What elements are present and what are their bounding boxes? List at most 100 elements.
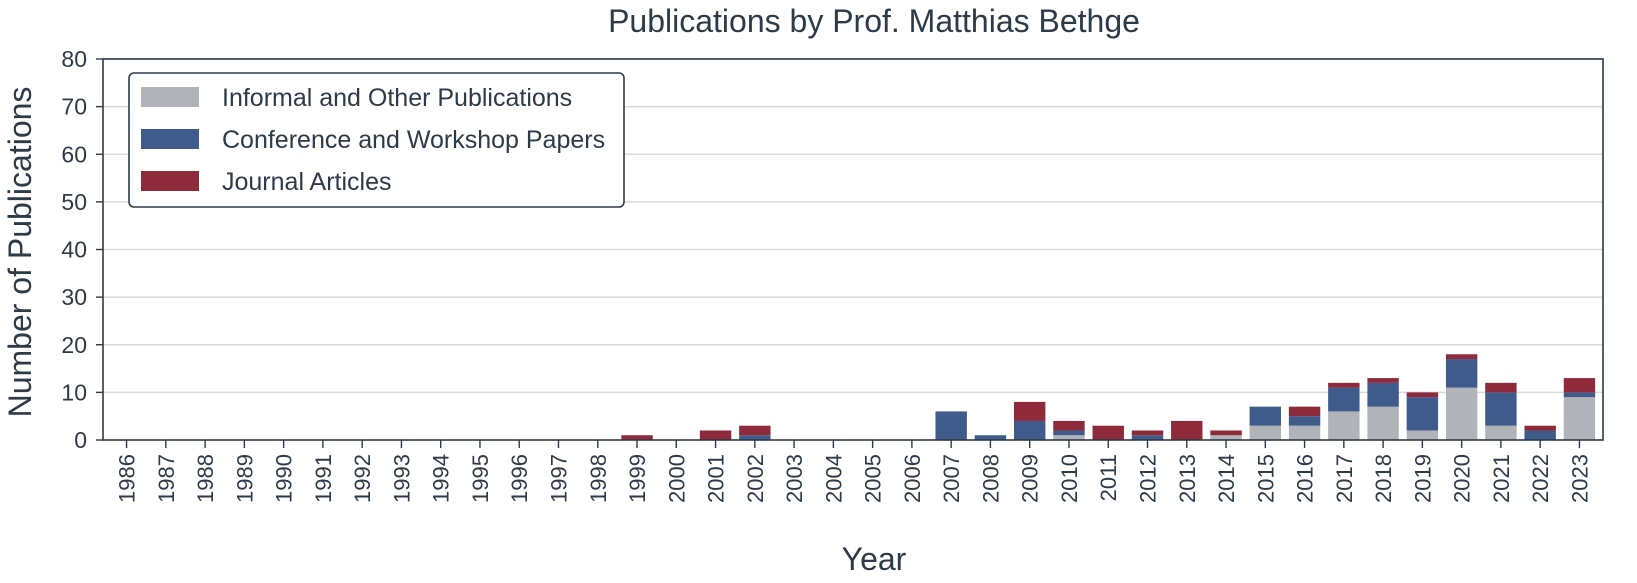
y-tick-label: 60 <box>61 141 87 167</box>
bar-segment <box>1288 406 1321 417</box>
x-tick-label: 2006 <box>900 454 925 503</box>
bar-segment <box>739 425 771 436</box>
bar-segment <box>1328 387 1360 412</box>
y-axis-label: Number of Publications <box>2 87 38 418</box>
legend-swatch <box>141 129 199 149</box>
bar-segment <box>1053 435 1085 440</box>
x-tick-label: 2018 <box>1371 454 1396 503</box>
x-axis-label: Year <box>842 541 907 577</box>
bar-segment <box>1524 430 1556 440</box>
legend-swatch <box>141 171 199 191</box>
y-tick-label: 50 <box>61 189 87 215</box>
bar-segment <box>1288 425 1321 440</box>
bar-segment <box>1131 430 1164 436</box>
bar-segment <box>1406 430 1439 440</box>
x-tick-label: 2020 <box>1450 454 1475 503</box>
x-tick-label: 2002 <box>743 454 768 503</box>
x-tick-label: 2000 <box>664 454 689 503</box>
x-tick-label: 1990 <box>272 454 297 503</box>
legend-label: Informal and Other Publications <box>222 84 572 112</box>
bar-segment <box>1563 397 1596 440</box>
x-tick-label: 2003 <box>782 454 807 503</box>
x-tick-label: 1998 <box>586 454 611 503</box>
y-tick-label: 80 <box>61 46 87 72</box>
bar-segment <box>739 435 771 440</box>
x-tick-label: 1991 <box>311 454 336 503</box>
bar-segment <box>621 435 653 440</box>
x-tick-label: 2015 <box>1253 454 1278 503</box>
bar-segment <box>1485 392 1517 426</box>
x-tick-label: 1989 <box>232 454 257 503</box>
y-tick-label: 0 <box>74 427 87 453</box>
x-tick-label: 2001 <box>704 454 729 503</box>
x-tick-label: 2012 <box>1136 454 1161 503</box>
bar-segment <box>1013 420 1046 440</box>
bar-segment <box>935 411 967 440</box>
bar-segment <box>1445 354 1478 360</box>
bar-segment <box>1367 382 1399 407</box>
y-tick-label: 30 <box>61 284 87 310</box>
bar-segment <box>1406 397 1439 431</box>
x-tick-label: 1997 <box>546 454 571 503</box>
x-tick-label: 2022 <box>1528 454 1553 503</box>
bar-segment <box>974 435 1007 440</box>
bar-segment <box>1563 378 1596 393</box>
y-tick-label: 20 <box>61 332 87 358</box>
x-tick-label: 2023 <box>1567 454 1592 503</box>
bars <box>621 354 1596 440</box>
bar-segment <box>1249 406 1282 426</box>
x-tick-label: 1993 <box>389 454 414 503</box>
bar-segment <box>1367 378 1399 383</box>
x-tick-label: 1996 <box>507 454 532 503</box>
x-tick-label: 2011 <box>1096 454 1121 501</box>
bar-segment <box>1131 435 1164 440</box>
x-tick-label: 2004 <box>821 454 846 503</box>
bar-segment <box>699 430 732 440</box>
chart-title: Publications by Prof. Matthias Bethge <box>608 3 1140 39</box>
x-tick-label: 1986 <box>115 454 140 503</box>
x-tick-label: 1987 <box>154 454 179 503</box>
bar-segment <box>1328 382 1360 388</box>
legend-label: Conference and Workshop Papers <box>222 126 605 154</box>
x-tick-label: 1992 <box>350 454 375 503</box>
x-tick-label: 2013 <box>1175 454 1200 503</box>
x-tick-label: 2014 <box>1214 454 1239 503</box>
bar-segment <box>1445 359 1478 388</box>
legend-box <box>128 72 625 208</box>
bar-segment <box>1249 425 1282 440</box>
bar-segment <box>1288 416 1321 426</box>
bar-segment <box>1524 425 1556 431</box>
x-tick-label: 2007 <box>939 454 964 503</box>
bar-segment <box>1445 387 1478 440</box>
bar-segment <box>1485 382 1517 393</box>
x-tick-label: 1995 <box>468 454 493 503</box>
bar-segment <box>1406 392 1439 398</box>
legend: Informal and Other Publications Conferenc… <box>128 72 625 208</box>
x-tick-label: 1988 <box>193 454 218 503</box>
bar-segment <box>1328 411 1360 440</box>
bar-segment <box>1367 406 1399 440</box>
x-tick-label: 2009 <box>1018 454 1043 503</box>
bar-segment <box>1171 420 1203 440</box>
x-tick-label: 1994 <box>429 454 454 503</box>
y-tick-label: 40 <box>61 237 87 263</box>
bar-segment <box>1210 430 1242 436</box>
x-tick-label: 2019 <box>1410 454 1435 503</box>
bar-segment <box>1013 401 1046 421</box>
x-tick-label: 2016 <box>1293 454 1318 503</box>
y-axis-ticks: 0 10 20 30 40 50 60 70 80 <box>61 46 103 453</box>
x-tick-label: 2008 <box>978 454 1003 503</box>
y-tick-label: 10 <box>61 379 87 405</box>
x-tick-label: 1999 <box>625 454 650 503</box>
x-tick-label: 2010 <box>1057 454 1082 503</box>
bar-segment <box>1053 430 1085 436</box>
bar-segment <box>1053 420 1085 431</box>
bar-segment <box>1210 435 1242 440</box>
y-tick-label: 70 <box>61 94 87 120</box>
x-axis-ticks: 1986 1987 1988 1989 1990 1991 1992 1993 1994 1995… <box>115 440 1592 503</box>
legend-label: Journal Articles <box>222 168 392 196</box>
bar-segment <box>1485 425 1517 440</box>
bar-segment <box>1563 392 1596 398</box>
legend-swatch <box>141 87 199 107</box>
